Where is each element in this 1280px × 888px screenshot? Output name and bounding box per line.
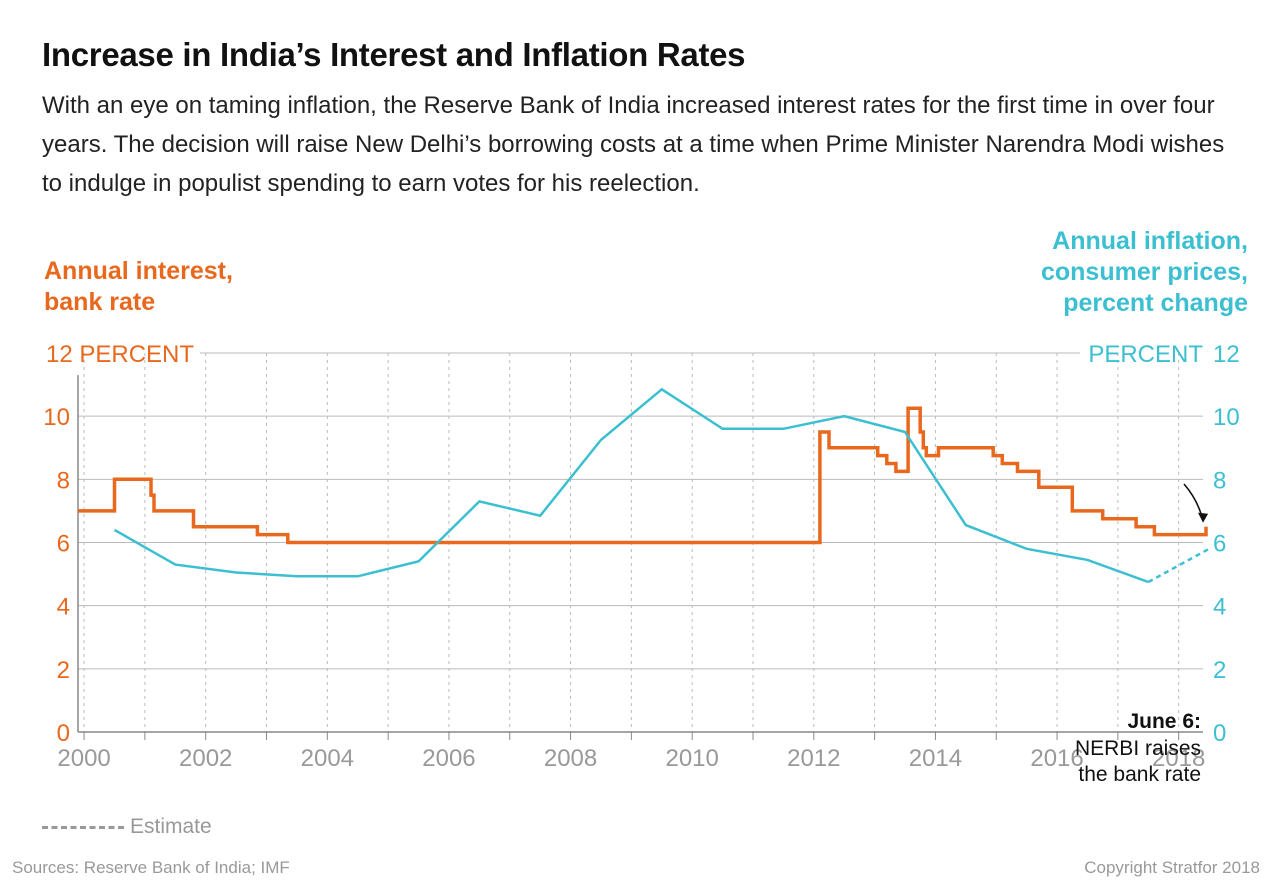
right-y-tick-label: 6	[1213, 531, 1226, 558]
right-axis-title-line: consumer prices,	[1040, 258, 1248, 286]
dual-axis-line-chart: 0 2 4 6 8 10 12 PERCENT 0 2 4 6 8 10 12 PERCENT 2000 200…	[43, 341, 1240, 790]
right-axis-title: Annual inflation, consumer prices, perce…	[1041, 226, 1248, 319]
right-y-tick-label: 4	[1213, 594, 1226, 621]
left-y-tick-label: 8	[57, 467, 70, 494]
inflation-line	[113, 387, 1149, 584]
right-axis-title-line: percent change	[1063, 289, 1248, 317]
right-y-tick-label: 8	[1213, 467, 1226, 494]
x-tick-label: 2016	[1030, 745, 1083, 772]
x-tick-label: 2008	[544, 745, 597, 772]
interest-rate-step-line	[78, 406, 1208, 545]
right-y-tick-label: 10	[1213, 404, 1240, 431]
left-y-tick-label: 4	[57, 594, 70, 621]
chart-title: Increase in India’s Interest and Inflati…	[42, 36, 746, 73]
left-y-tick-label: 0	[57, 720, 70, 747]
x-tick-label: 2018	[1152, 745, 1205, 772]
left-axis-title-line: bank rate	[44, 288, 156, 316]
left-y-tick-label: 10	[43, 404, 70, 431]
left-axis-title-line: Annual interest,	[44, 257, 233, 285]
legend-estimate-label: Estimate	[130, 815, 212, 838]
x-tick-label: 2010	[665, 745, 718, 772]
estimate-dashed-swatch	[42, 825, 124, 829]
right-y-tick-label: 0	[1213, 720, 1226, 747]
annotation-arrowhead	[1198, 512, 1209, 523]
annotation-text-line: the bank rate	[1078, 763, 1201, 786]
annotation-date: June 6:	[1127, 710, 1201, 733]
left-y-tick-label: 6	[57, 531, 70, 558]
right-y-tick-label: 12	[1213, 341, 1240, 368]
x-tick-label: 2000	[57, 745, 110, 772]
x-tick-label: 2012	[787, 745, 840, 772]
chart-subtitle: With an eye on taming inflation, the Res…	[42, 92, 1225, 197]
x-tick-label: 2004	[301, 745, 354, 772]
left-axis-title: Annual interest, bank rate	[44, 256, 233, 318]
x-tick-label: 2002	[179, 745, 232, 772]
left-y-tick-label: 2	[57, 657, 70, 684]
copyright-note: Copyright Stratfor 2018	[1084, 858, 1260, 877]
left-y-top-tick-label: 12 PERCENT	[46, 341, 194, 368]
x-tick-label: 2014	[909, 745, 962, 772]
source-note: Sources: Reserve Bank of India; IMF	[12, 858, 290, 877]
right-axis-title-line: Annual inflation,	[1052, 227, 1248, 255]
x-tick-label: 2006	[422, 745, 475, 772]
annotation-text-line: to 6.5%	[1130, 789, 1201, 790]
annotation-text-line: NERBI raises	[1075, 737, 1201, 760]
inflation-estimate-dashed-line	[1147, 547, 1210, 584]
legend: Estimate	[42, 815, 212, 839]
right-y-top-tick-label: PERCENT	[1088, 341, 1203, 368]
right-y-tick-label: 2	[1213, 657, 1226, 684]
